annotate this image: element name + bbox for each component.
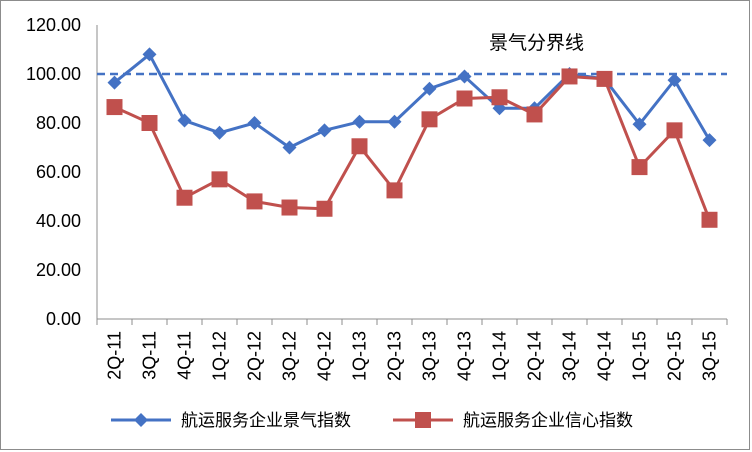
data-point-square (596, 70, 613, 87)
data-point-diamond (632, 117, 647, 132)
x-axis-tick-marks (96, 319, 728, 325)
x-tick-label: 3Q-13 (420, 331, 440, 381)
x-tick-label: 3Q-15 (700, 331, 720, 381)
x-tick-label: 1Q-12 (210, 331, 230, 381)
reference-line-label: 景气分界线 (489, 32, 584, 54)
y-tick-label: 40.00 (36, 211, 81, 231)
legend-item-series-1: 航运服务企业景气指数 (111, 411, 351, 431)
data-point-diamond (352, 114, 367, 129)
data-point-diamond (702, 133, 717, 148)
x-tick-label: 2Q-13 (385, 331, 405, 381)
series-line (113, 52, 711, 149)
x-tick-label: 4Q-11 (175, 331, 195, 380)
data-point-square (386, 182, 403, 199)
x-tick-label: 2Q-12 (245, 331, 265, 381)
data-point-diamond (422, 81, 437, 96)
x-axis-tick-labels: 2Q-11 3Q-11 4Q-11 1Q-12 2Q-12 3Q-12 4Q-12 1Q-13… (105, 331, 720, 381)
data-point-diamond (107, 75, 122, 90)
x-tick-label: 3Q-11 (140, 331, 160, 380)
data-point-square (246, 193, 263, 210)
data-point-diamond (317, 123, 332, 138)
x-tick-label: 4Q-13 (455, 331, 475, 381)
x-tick-label: 3Q-14 (560, 331, 580, 381)
data-point-square (106, 99, 123, 116)
data-point-diamond (247, 116, 262, 130)
y-tick-label: 120.00 (26, 15, 81, 35)
data-point-square (421, 111, 438, 128)
y-axis-tick-labels: 0.00 20.00 40.00 60.00 80.00 100.00 120.00 (26, 15, 81, 329)
y-tick-label: 20.00 (36, 260, 81, 280)
data-point-square (631, 159, 648, 176)
legend-marker-diamond (134, 413, 148, 427)
data-point-diamond (457, 69, 472, 84)
x-tick-label: 1Q-13 (350, 331, 370, 381)
y-tick-label: 80.00 (36, 113, 81, 133)
data-point-square (701, 211, 718, 228)
legend-marker-square (415, 412, 431, 428)
y-tick-label: 60.00 (36, 162, 81, 182)
x-tick-label: 4Q-14 (595, 331, 615, 381)
x-tick-label: 1Q-14 (490, 331, 510, 381)
data-point-square (561, 68, 578, 85)
data-point-square (316, 200, 333, 217)
data-point-square (141, 115, 158, 131)
series-2 (106, 68, 718, 228)
data-point-diamond (282, 140, 297, 155)
data-point-diamond (142, 47, 157, 62)
x-tick-label: 3Q-12 (280, 331, 300, 381)
data-point-square (456, 90, 473, 107)
x-tick-label: 4Q-12 (315, 331, 335, 381)
x-tick-label: 2Q-11 (105, 331, 125, 380)
data-point-square (211, 171, 228, 188)
y-tick-label: 0.00 (46, 309, 81, 329)
legend-label-series-1: 航运服务企业景气指数 (181, 411, 351, 431)
x-tick-label: 1Q-15 (630, 331, 650, 381)
x-tick-label: 2Q-15 (665, 331, 685, 381)
data-point-square (351, 138, 368, 155)
data-point-diamond (387, 114, 402, 129)
data-point-diamond (667, 73, 682, 88)
legend-item-series-2: 航运服务企业信心指数 (393, 411, 633, 431)
legend-label-series-2: 航运服务企业信心指数 (463, 411, 633, 431)
x-tick-label: 2Q-14 (525, 331, 545, 381)
data-point-square (666, 122, 683, 139)
y-tick-label: 100.00 (26, 64, 81, 84)
data-point-square (526, 106, 543, 123)
data-point-square (281, 199, 298, 216)
series-1 (107, 47, 717, 155)
series-layer (106, 47, 718, 228)
data-point-diamond (177, 113, 192, 128)
data-point-square (176, 189, 193, 206)
data-point-diamond (212, 125, 227, 140)
legend: 航运服务企业景气指数 航运服务企业信心指数 (111, 411, 633, 431)
data-point-square (491, 89, 508, 106)
